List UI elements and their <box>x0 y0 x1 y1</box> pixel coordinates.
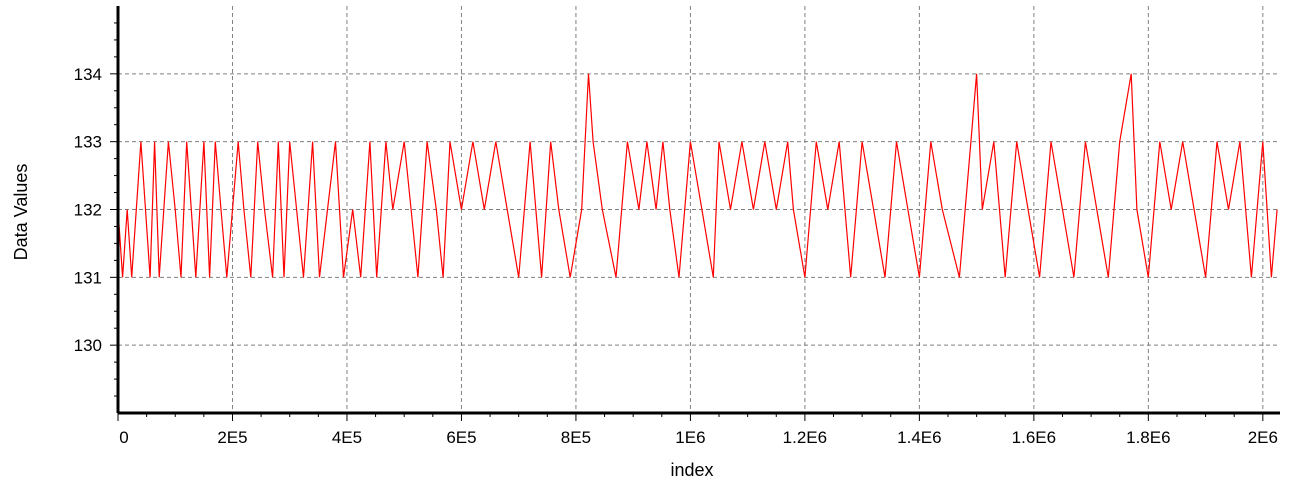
y-tick-label: 131 <box>74 268 102 287</box>
x-tick-label: 1.4E6 <box>897 428 941 447</box>
x-tick-label: 8E5 <box>561 428 591 447</box>
x-tick-label: 0 <box>119 428 128 447</box>
x-tick-label: 2E5 <box>217 428 247 447</box>
x-axis-label: index <box>670 460 713 480</box>
y-tick-label: 130 <box>74 336 102 355</box>
grid <box>117 6 1280 413</box>
x-tick-label: 1.2E6 <box>783 428 827 447</box>
axes <box>110 6 1280 421</box>
y-tick-label: 134 <box>74 65 102 84</box>
series-layer <box>117 73 1278 278</box>
x-tick-label: 2E6 <box>1248 428 1278 447</box>
series-line <box>117 73 1278 278</box>
x-tick-label: 6E5 <box>446 428 476 447</box>
x-tick-label: 1E6 <box>675 428 705 447</box>
y-tick-label: 132 <box>74 201 102 220</box>
y-axis-label: Data Values <box>11 164 31 261</box>
y-tick-label: 133 <box>74 133 102 152</box>
tick-labels: 0 2E5 4E5 6E5 8E5 1E6 1.2E6 1.4E6 1.6E6 1.8E6 2E6 1… <box>74 65 1278 447</box>
x-tick-label: 1.6E6 <box>1012 428 1056 447</box>
x-tick-label: 1.8E6 <box>1126 428 1170 447</box>
x-tick-label: 4E5 <box>332 428 362 447</box>
